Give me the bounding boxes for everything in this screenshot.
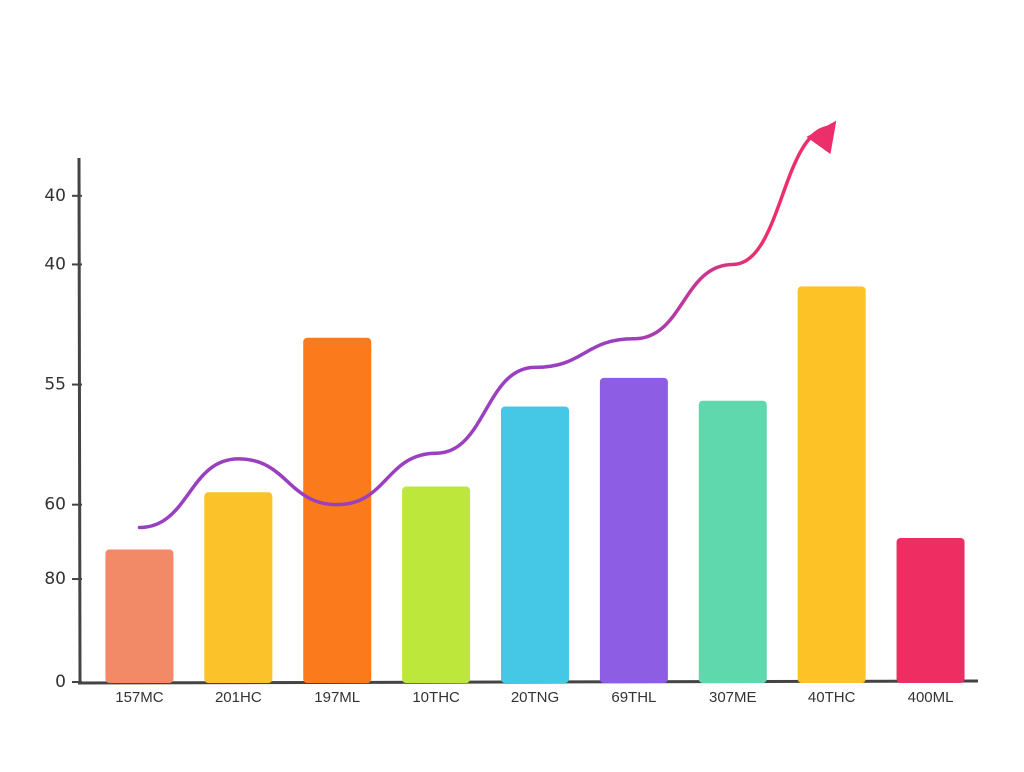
y-tick-label: 60 — [44, 495, 66, 515]
y-tick-label: 40 — [44, 186, 66, 206]
bar — [698, 400, 767, 683]
x-tick-label: 400ML — [908, 689, 954, 706]
arrow-head — [806, 120, 837, 155]
x-tick-label: 157MC — [115, 689, 164, 706]
bar — [105, 549, 174, 683]
bar — [896, 538, 965, 683]
y-tick-label: 80 — [44, 569, 66, 589]
x-tick-label: 10THC — [412, 689, 460, 706]
bar — [797, 286, 866, 683]
x-tick-label: 69THL — [611, 689, 656, 706]
y-tick-label: 40 — [44, 254, 66, 274]
x-tick-label: 307ME — [709, 689, 757, 706]
bar — [402, 486, 471, 683]
bar — [204, 492, 273, 683]
x-tick-label: 20TNG — [511, 689, 559, 706]
x-tick-label: 197ML — [314, 689, 360, 706]
y-tick-label: 55 — [44, 375, 66, 395]
bar — [303, 337, 372, 683]
y-axis — [77, 157, 82, 685]
bar — [501, 406, 569, 683]
bar — [599, 377, 668, 683]
x-tick-label: 40THC — [808, 689, 856, 706]
x-tick-label: 201HC — [215, 689, 262, 706]
y-tick-label: 0 — [55, 672, 66, 692]
trend-line — [137, 125, 834, 530]
